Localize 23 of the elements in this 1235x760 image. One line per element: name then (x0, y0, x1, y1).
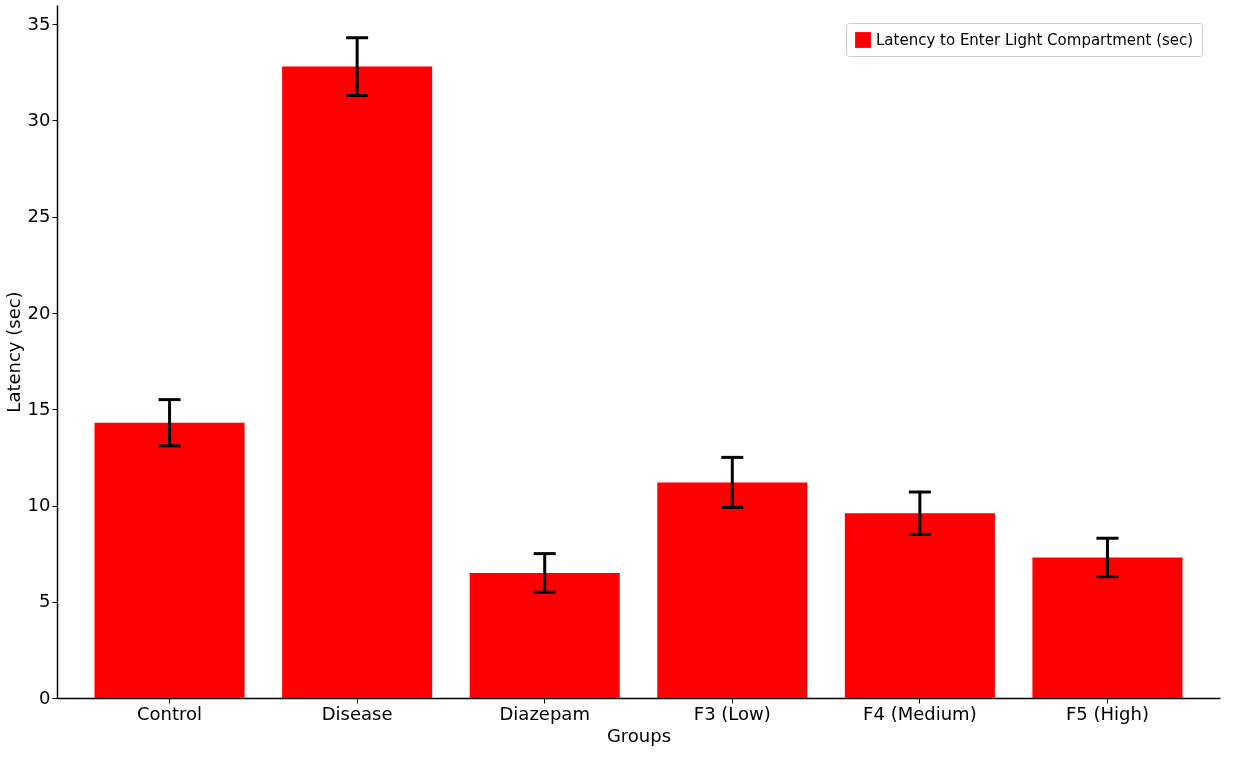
y-tick-label: 5 (39, 590, 51, 612)
y-tick-label: 15 (27, 397, 51, 419)
x-tick-label: F4 (Medium) (863, 702, 977, 724)
y-tick-label: 30 (27, 109, 51, 130)
x-axis-title: Groups (606, 724, 672, 746)
bar (1032, 557, 1183, 698)
y-tick-label: 0 (39, 686, 51, 708)
y-axis-title: Latency (sec) (2, 291, 24, 413)
bar (844, 513, 995, 698)
y-tick-label: 35 (27, 12, 51, 34)
x-tick-label: F3 (Low) (693, 702, 771, 724)
bar (657, 482, 808, 698)
y-tick-label: 20 (27, 301, 51, 323)
x-tick-label: Diazepam (499, 702, 590, 724)
bar (282, 66, 433, 698)
x-tick-label: Disease (321, 702, 393, 724)
x-tick-label: F5 (High) (1065, 702, 1149, 724)
legend-label: Latency to Enter Light Compartment (sec) (876, 31, 1194, 49)
y-tick-label: 25 (27, 205, 51, 227)
y-tick-label: 10 (27, 494, 51, 515)
bar (94, 422, 245, 698)
x-tick-label: Control (137, 702, 203, 724)
bar (469, 572, 620, 698)
